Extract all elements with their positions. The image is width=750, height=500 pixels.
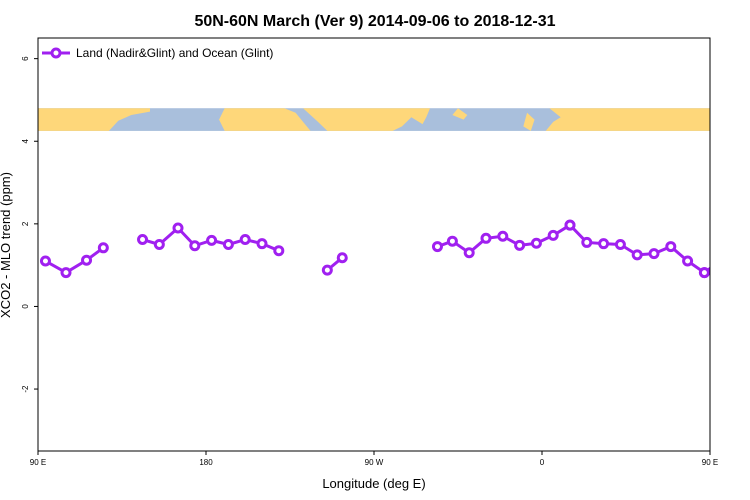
map-land-5: [545, 108, 710, 131]
data-point: [222, 239, 234, 250]
legend-label: Land (Nadir&Glint) and Ocean (Glint): [76, 46, 273, 60]
data-point: [81, 254, 93, 266]
data-point: [717, 256, 725, 264]
map-land-3: [452, 108, 468, 120]
data-point: [239, 234, 251, 246]
x-tick-label: 90 E: [30, 458, 46, 467]
data-point: [321, 264, 333, 276]
map-land-0: [38, 108, 150, 131]
x-tick-label: 180: [199, 458, 213, 467]
data-point: [189, 240, 201, 252]
data-point: [631, 249, 643, 261]
data-point: [97, 242, 109, 254]
data-point: [547, 229, 559, 241]
y-tick-label: -2: [21, 385, 30, 393]
data-point: [446, 235, 458, 247]
data-point: [336, 252, 348, 264]
data-point: [614, 239, 626, 250]
y-tick-label: 2: [21, 221, 30, 226]
y-tick-label: 4: [21, 138, 30, 143]
legend-point-marker: [50, 47, 62, 59]
data-point: [206, 234, 218, 246]
map-land-1: [219, 108, 311, 131]
data-point: [734, 244, 742, 252]
series-line: [703, 266, 710, 274]
data-point: [137, 234, 149, 246]
data-point: [60, 267, 72, 279]
x-tick-label: 90 W: [365, 458, 384, 467]
data-point: [514, 239, 526, 251]
data-point: [648, 248, 660, 260]
data-point: [39, 255, 51, 267]
data-point: [256, 238, 268, 250]
data-point: [463, 247, 475, 259]
data-point: [530, 237, 542, 249]
data-point: [698, 267, 710, 279]
y-tick-label: 0: [21, 304, 30, 309]
y-tick-label: 6: [21, 56, 30, 61]
legend: Land (Nadir&Glint) and Ocean (Glint): [42, 46, 273, 60]
data-point: [273, 245, 285, 257]
world-map-band: [38, 108, 750, 131]
x-axis-label: Longitude (deg E): [322, 476, 425, 491]
data-point: [497, 230, 509, 242]
map-land-wrap-0: [710, 108, 750, 131]
data-point: [581, 236, 593, 248]
x-tick-label: 0: [540, 458, 545, 467]
data-point: [682, 255, 694, 267]
series-line: [568, 224, 706, 274]
y-axis-label: XCO2 - MLO trend (ppm): [0, 172, 13, 318]
plot-frame: [37, 37, 711, 452]
data-point: [480, 232, 492, 244]
data-point: [153, 239, 165, 250]
data-point: [431, 241, 443, 253]
data-point: [172, 222, 184, 234]
data-point: [665, 241, 677, 253]
series-line: [44, 246, 105, 275]
data-point: [598, 238, 610, 250]
map-land-4: [523, 112, 535, 131]
chart-title: 50N-60N March (Ver 9) 2014-09-06 to 2018…: [194, 13, 555, 30]
data-point: [564, 219, 576, 231]
x-tick-label: 90 E: [702, 458, 718, 467]
map-land-2: [303, 108, 430, 131]
